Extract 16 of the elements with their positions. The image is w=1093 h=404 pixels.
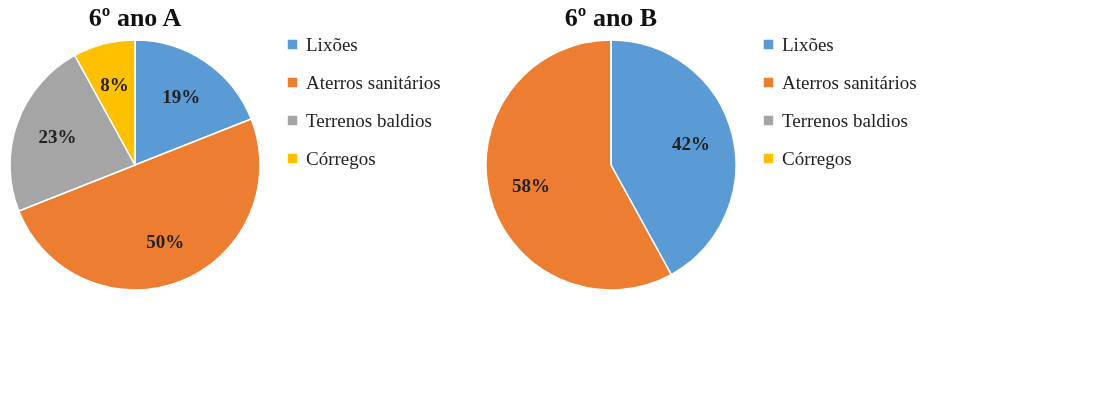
data-label: 19% <box>162 85 201 107</box>
chart-title: 6º ano B <box>564 3 658 32</box>
data-label: 58% <box>512 174 551 196</box>
legend-label: Terrenos baldios <box>306 109 432 131</box>
legend-label: Terrenos baldios <box>782 109 908 131</box>
legend-label: Aterros sanitários <box>782 71 917 93</box>
legend-label: Lixões <box>782 33 834 55</box>
legend-label: Córregos <box>306 147 376 169</box>
data-label: 42% <box>671 133 710 155</box>
data-label: 50% <box>146 230 185 252</box>
legend-label: Córregos <box>782 147 852 169</box>
legend-label: Lixões <box>306 33 358 55</box>
chart-title: 6º ano A <box>88 3 182 32</box>
data-label: 8% <box>100 74 129 96</box>
data-label: 23% <box>38 126 77 148</box>
legend-label: Aterros sanitários <box>306 71 441 93</box>
